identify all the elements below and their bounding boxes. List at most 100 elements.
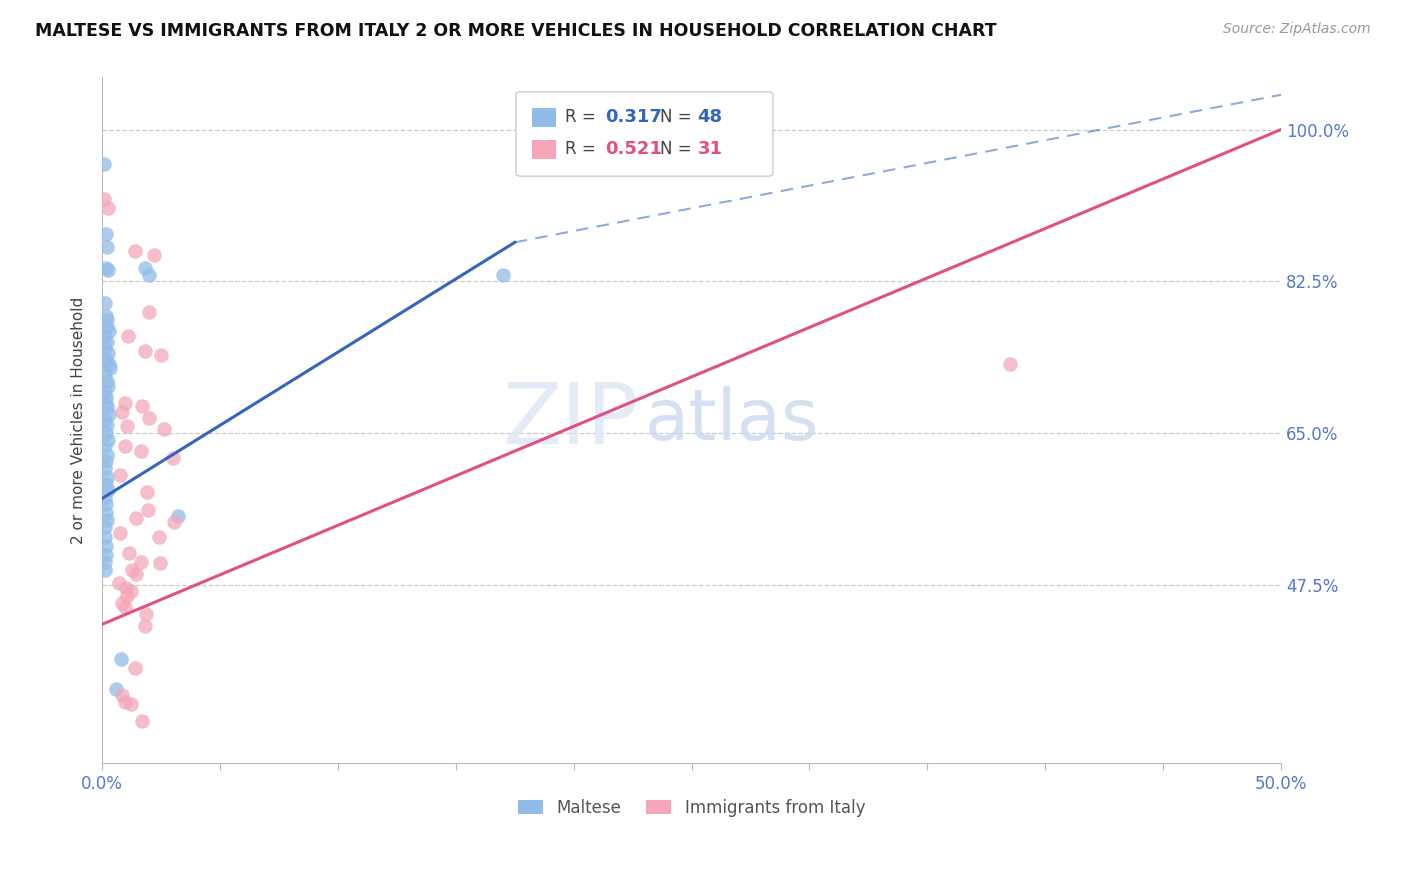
- Point: [107, 575, 129, 590]
- Point: [96, 401, 118, 415]
- Point: [111, 689, 134, 703]
- Point: [96, 417, 118, 432]
- Point: [131, 399, 153, 413]
- Point: [110, 652, 132, 666]
- Point: [114, 439, 136, 453]
- Legend: Maltese, Immigrants from Italy: Maltese, Immigrants from Italy: [512, 792, 872, 823]
- Point: [94, 564, 117, 578]
- Point: [94, 548, 117, 562]
- Point: [138, 268, 160, 283]
- Point: [129, 555, 152, 569]
- Point: [93, 157, 115, 171]
- Point: [94, 413, 117, 427]
- Point: [98, 407, 121, 421]
- Point: [94, 352, 117, 367]
- Point: [148, 531, 170, 545]
- Point: [96, 261, 118, 276]
- Point: [114, 581, 136, 595]
- Point: [93, 555, 115, 569]
- Point: [97, 346, 120, 360]
- Point: [98, 324, 121, 338]
- Point: [118, 546, 141, 560]
- Text: ZIP: ZIP: [502, 379, 638, 462]
- Point: [93, 491, 115, 506]
- Point: [97, 434, 120, 448]
- Point: [94, 461, 117, 475]
- Point: [93, 439, 115, 453]
- Point: [124, 660, 146, 674]
- Point: [117, 329, 139, 343]
- Point: [105, 682, 128, 697]
- Point: [96, 513, 118, 527]
- Text: 31: 31: [697, 140, 723, 158]
- Y-axis label: 2 or more Vehicles in Household: 2 or more Vehicles in Household: [72, 297, 86, 544]
- Text: N =: N =: [659, 108, 696, 126]
- Point: [143, 248, 166, 262]
- Point: [96, 498, 118, 512]
- Point: [998, 357, 1021, 371]
- Point: [138, 305, 160, 319]
- Point: [166, 508, 188, 523]
- Point: [120, 584, 142, 599]
- Point: [114, 599, 136, 614]
- Point: [94, 368, 117, 382]
- Point: [120, 697, 142, 711]
- Text: 48: 48: [697, 108, 723, 126]
- Point: [97, 201, 120, 215]
- Point: [96, 374, 118, 388]
- Point: [94, 454, 117, 468]
- Point: [131, 714, 153, 729]
- Point: [97, 263, 120, 277]
- Point: [125, 511, 148, 525]
- Text: R =: R =: [565, 140, 602, 158]
- Point: [94, 227, 117, 241]
- Point: [152, 422, 174, 436]
- Point: [129, 443, 152, 458]
- FancyBboxPatch shape: [516, 92, 773, 177]
- Point: [93, 192, 115, 206]
- Point: [97, 483, 120, 497]
- Point: [94, 309, 117, 323]
- Point: [93, 341, 115, 355]
- Point: [98, 357, 121, 371]
- Point: [94, 520, 117, 534]
- Text: atlas: atlas: [644, 385, 818, 455]
- Bar: [533, 140, 555, 159]
- Point: [96, 240, 118, 254]
- Point: [96, 313, 118, 327]
- Point: [124, 244, 146, 258]
- Point: [135, 607, 157, 621]
- Point: [94, 476, 117, 491]
- Bar: [533, 108, 555, 127]
- Point: [94, 329, 117, 343]
- Point: [100, 361, 122, 376]
- Point: [134, 343, 156, 358]
- Point: [96, 335, 118, 350]
- Text: N =: N =: [659, 140, 696, 158]
- Point: [134, 261, 156, 276]
- Point: [150, 348, 173, 362]
- Point: [138, 410, 160, 425]
- Point: [162, 450, 184, 465]
- Point: [125, 566, 148, 581]
- Point: [163, 515, 186, 529]
- Point: [93, 384, 115, 399]
- Text: 0.317: 0.317: [606, 108, 662, 126]
- Point: [93, 296, 115, 310]
- Point: [94, 426, 117, 441]
- Point: [115, 419, 138, 434]
- Point: [492, 268, 515, 283]
- Text: 0.521: 0.521: [606, 140, 662, 158]
- Point: [136, 502, 159, 516]
- Text: Source: ZipAtlas.com: Source: ZipAtlas.com: [1223, 22, 1371, 37]
- Point: [93, 531, 115, 545]
- Point: [115, 590, 138, 604]
- Point: [94, 506, 117, 520]
- Point: [114, 695, 136, 709]
- Point: [96, 469, 118, 483]
- Point: [96, 448, 118, 462]
- Point: [97, 378, 120, 392]
- Point: [111, 404, 134, 418]
- Point: [114, 396, 136, 410]
- Text: MALTESE VS IMMIGRANTS FROM ITALY 2 OR MORE VEHICLES IN HOUSEHOLD CORRELATION CHA: MALTESE VS IMMIGRANTS FROM ITALY 2 OR MO…: [35, 22, 997, 40]
